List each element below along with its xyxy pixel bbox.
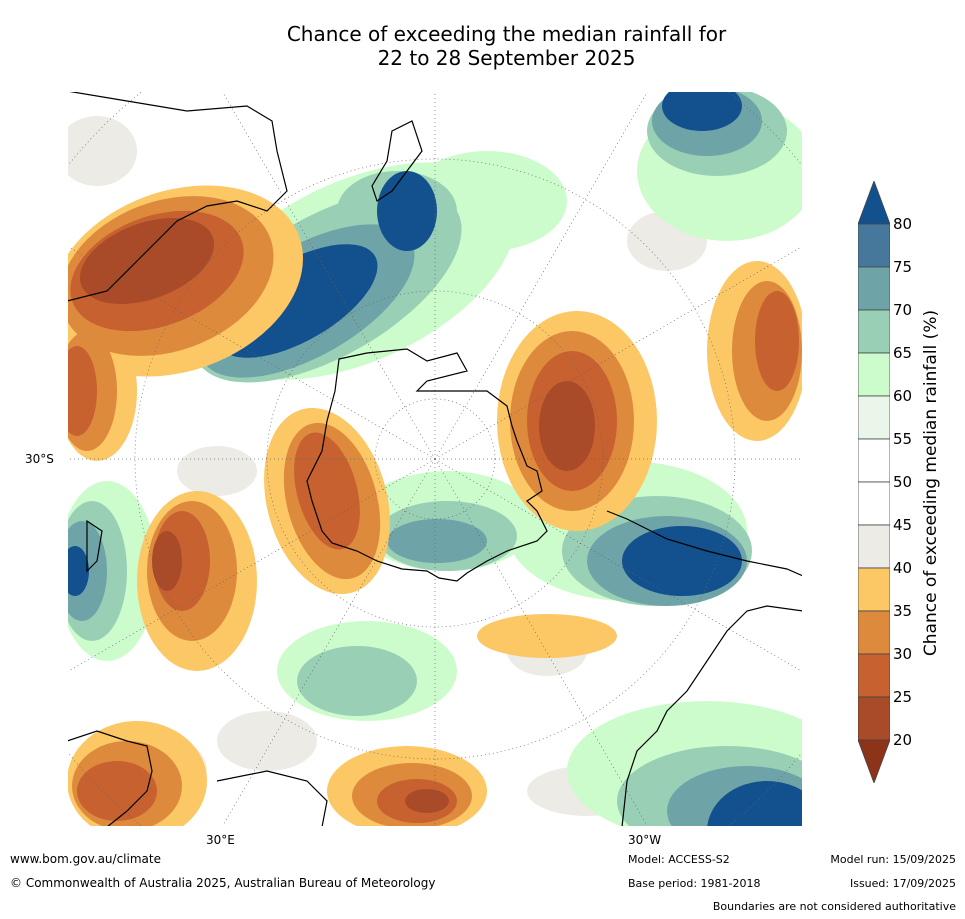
coastlines	[67, 91, 803, 827]
colorbar-tick-label: 65	[893, 344, 913, 362]
disclaimer: Boundaries are not considered authoritat…	[712, 900, 956, 913]
colorbar-tick-label: 80	[893, 215, 913, 233]
australia-coast	[67, 91, 288, 302]
colorbar-tick-label: 25	[893, 688, 913, 706]
africa-coast	[67, 730, 153, 827]
title-line-2: 22 to 28 September 2025	[377, 46, 636, 70]
africa-coast-2	[216, 770, 328, 827]
colorbar-bin	[858, 481, 890, 526]
colorbar-bin	[858, 653, 890, 698]
madagascar-coast	[86, 519, 103, 573]
colorbar-tick-label: 55	[893, 430, 913, 448]
colorbar-extend-low	[858, 739, 890, 783]
south-america-coast	[606, 510, 803, 827]
colorbar-bin	[858, 352, 890, 397]
colorbar-tick-label: 45	[893, 516, 913, 534]
copyright-text: © Commonwealth of Australia 2025, Austra…	[10, 876, 436, 890]
colorbar-bin	[858, 223, 890, 268]
base-period: Base period: 1981-2018	[628, 877, 761, 890]
colorbar-bin	[858, 696, 890, 741]
new-zealand-coast	[371, 120, 423, 202]
lat-label-30s: 30°S	[25, 452, 54, 466]
colorbar-bin	[858, 266, 890, 311]
colorbar-tick-label: 40	[893, 559, 913, 577]
chart-title: Chance of exceeding the median rainfall …	[0, 22, 965, 70]
colorbar-tick-label: 35	[893, 602, 913, 620]
colorbar-tick-label: 50	[893, 473, 913, 491]
colorbar-extend-high	[858, 181, 890, 225]
map-frame	[67, 91, 803, 827]
graticule	[67, 91, 803, 827]
colorbar-tick-label: 70	[893, 301, 913, 319]
colorbar-label: Chance of exceeding median rainfall (%)	[921, 309, 941, 657]
colorbar-bin	[858, 438, 890, 483]
colorbar-tick-label: 60	[893, 387, 913, 405]
colorbar-bin	[858, 309, 890, 354]
issued-date: Issued: 17/09/2025	[849, 877, 956, 890]
antarctica-coast	[306, 348, 548, 582]
below-median-dark	[79, 218, 595, 813]
colorbar-bin	[858, 524, 890, 569]
lon-label-30w: 30°W	[628, 833, 662, 847]
colorbar	[858, 181, 890, 783]
colorbar-tick-label: 20	[893, 731, 913, 749]
colorbar-bin	[858, 567, 890, 612]
colorbar-tick-label: 75	[893, 258, 913, 276]
lon-label-30e: 30°E	[206, 833, 235, 847]
rainfall-map	[67, 91, 803, 827]
model-name: Model: ACCESS-S2	[628, 853, 730, 866]
website-link[interactable]: www.bom.gov.au/climate	[10, 852, 161, 866]
title-line-1: Chance of exceeding the median rainfall …	[286, 22, 727, 46]
model-run: Model run: 15/09/2025	[830, 853, 956, 866]
colorbar-bin	[858, 395, 890, 440]
colorbar-bin	[858, 610, 890, 655]
colorbar-tick-label: 30	[893, 645, 913, 663]
